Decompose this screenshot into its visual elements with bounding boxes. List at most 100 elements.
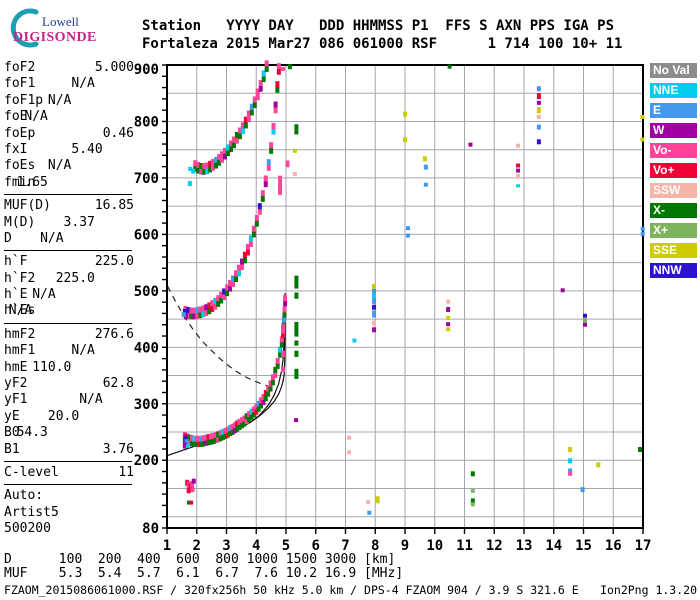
param-value: 20.0	[47, 408, 80, 424]
param-value: 225.0	[55, 270, 95, 286]
autoscaling-info: 500200	[4, 521, 51, 537]
param-label: h`F	[4, 254, 28, 270]
svg-text:17: 17	[635, 538, 652, 554]
param-label: C-level	[4, 464, 59, 480]
svg-text:1: 1	[163, 538, 171, 554]
legend-item-e: E	[650, 103, 697, 118]
param-value: 5.000	[94, 60, 134, 75]
param-label: h`E	[4, 287, 28, 303]
param-row: N/A foF1	[4, 76, 134, 92]
logo-lowell-text: Lowell	[42, 14, 79, 29]
param-label: M(D)	[4, 214, 36, 230]
param-value: 110.0	[32, 359, 72, 375]
legend-item-sse: SSE	[650, 243, 697, 258]
param-value: N/A	[71, 343, 95, 359]
param-label: hmE	[4, 359, 28, 375]
param-row: 1.65 fmin	[4, 175, 134, 191]
param-row: 225.0 h`F	[4, 254, 134, 270]
param-label: h`Es	[4, 303, 36, 319]
panel-divider	[4, 194, 132, 196]
svg-text:15: 15	[575, 538, 592, 554]
param-row: 3.37 M(D)	[4, 215, 134, 231]
param-value: N/A	[47, 158, 72, 174]
param-row: N/A foF1p	[4, 93, 134, 109]
legend-item-vo-: Vo+	[650, 163, 697, 178]
param-label: fmin	[4, 174, 36, 190]
panel-divider	[4, 460, 132, 462]
param-value: 225.0	[94, 254, 134, 270]
svg-text:80: 80	[142, 521, 159, 537]
param-label: B0	[4, 425, 20, 441]
param-label: foE	[4, 109, 28, 125]
autoscaling-info: Artist5	[4, 504, 59, 520]
param-row: 276.6 hmF2	[4, 327, 134, 343]
distance-row: D 100 200 400 600 800 1000 1500 3000 [km…	[4, 552, 396, 567]
param-label: hmF1	[4, 343, 36, 359]
param-row: N/A yF1	[4, 392, 134, 408]
legend-item-w: W	[650, 123, 697, 138]
param-label: hmF2	[4, 326, 36, 342]
param-row: N/A h`E	[4, 287, 134, 303]
file-descriptor-row: FZAOM_2015086061000.RSF / 320fx256h 50 k…	[4, 583, 697, 597]
legend-item-nne: NNE	[650, 83, 697, 98]
param-row: N/A hmF1	[4, 343, 134, 359]
param-value: 11	[118, 464, 134, 480]
logo-digisonde-text: DIGISONDE	[13, 30, 97, 45]
logo-arc-icon	[10, 8, 39, 48]
param-value: N/A	[24, 109, 48, 125]
param-label: yE	[4, 408, 20, 424]
param-row: N/A foE	[4, 109, 134, 125]
param-label: yF2	[4, 376, 28, 392]
param-label: foF1	[4, 76, 36, 92]
svg-text:12: 12	[486, 538, 503, 554]
param-label: D	[4, 230, 12, 246]
svg-text:9: 9	[401, 538, 409, 554]
param-row: 5.000 foF2	[4, 60, 134, 76]
param-label: yF1	[4, 392, 28, 408]
legend-item-ssw: SSW	[650, 183, 697, 198]
panel-divider	[4, 250, 132, 252]
param-row: 20.0 yE	[4, 409, 134, 425]
param-value: N/A	[32, 287, 56, 303]
svg-text:7: 7	[341, 538, 349, 554]
param-row: 5.40 fxI	[4, 142, 134, 158]
svg-text:200: 200	[134, 453, 159, 469]
legend-item-nnw: NNW	[650, 263, 697, 278]
file-descriptor: FZAOM_2015086061000.RSF / 320fx256h 50 k…	[4, 583, 579, 597]
param-row: 62.8 yF2	[4, 376, 134, 392]
svg-text:8: 8	[371, 538, 379, 554]
param-label: foF2	[4, 60, 36, 75]
param-row: 54.3 B0	[4, 425, 134, 441]
svg-text:5: 5	[282, 538, 290, 554]
svg-text:600: 600	[134, 227, 159, 243]
svg-text:3: 3	[222, 538, 230, 554]
param-label: foEs	[4, 158, 36, 174]
param-value: 1.65	[16, 174, 48, 190]
param-row: N/A D	[4, 231, 134, 247]
echo-status-legend: No Val NNE E W Vo- Vo+ SSW X- X+ SSE NNW	[650, 63, 697, 283]
svg-text:500: 500	[134, 284, 159, 300]
header-field-names: Station YYYY DAY DDD HHMMSS P1 FFS S AXN…	[142, 18, 615, 34]
param-value: N/A	[79, 392, 103, 408]
param-row: N/A h`Es	[4, 303, 134, 319]
autoscaling-info: Auto:	[4, 488, 44, 504]
panel-divider	[4, 322, 132, 324]
param-row: 110.0 hmE	[4, 360, 134, 376]
param-row: N/A foEs	[4, 158, 134, 174]
param-value: 16.85	[94, 198, 134, 214]
param-value: 54.3	[16, 425, 48, 441]
param-row: 0.46 foEp	[4, 126, 134, 142]
legend-item-x-: X+	[650, 223, 697, 238]
svg-text:2: 2	[193, 538, 201, 554]
param-value: 0.46	[102, 125, 134, 141]
lowell-digisonde-logo: Lowell DIGISONDE	[6, 6, 126, 50]
svg-text:800: 800	[134, 114, 159, 130]
svg-text:700: 700	[134, 171, 159, 187]
parameter-panel: 5.000 foF2 N/A foF1 N/A foF1p N/A foE 0.46 foEp 5.…	[4, 60, 134, 538]
param-value: N/A	[8, 303, 33, 319]
legend-item-x-: X-	[650, 203, 697, 218]
param-label: fxI	[4, 141, 28, 157]
svg-text:300: 300	[134, 397, 159, 413]
svg-text:400: 400	[134, 340, 159, 356]
